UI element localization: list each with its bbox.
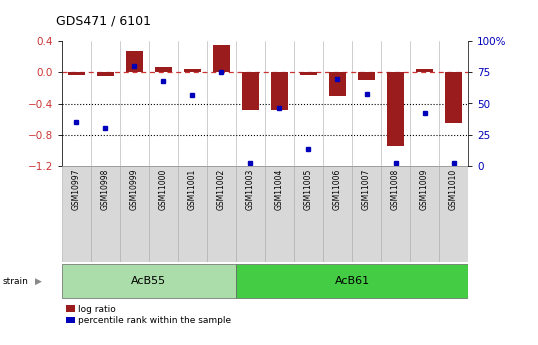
Text: GSM11006: GSM11006 xyxy=(333,168,342,210)
Bar xyxy=(155,67,172,72)
Bar xyxy=(445,72,462,123)
Text: GSM11003: GSM11003 xyxy=(246,168,255,210)
Bar xyxy=(358,72,375,80)
Bar xyxy=(236,166,265,262)
Bar xyxy=(207,166,236,262)
Bar xyxy=(120,166,149,262)
Bar xyxy=(381,166,410,262)
Bar xyxy=(294,166,323,262)
Bar xyxy=(323,166,352,262)
Bar xyxy=(62,264,236,298)
Bar xyxy=(242,72,259,110)
Text: GSM10997: GSM10997 xyxy=(72,168,81,210)
Bar xyxy=(265,166,294,262)
Bar xyxy=(213,45,230,72)
Bar xyxy=(387,72,404,146)
Text: GSM10998: GSM10998 xyxy=(101,168,110,210)
Text: ▶: ▶ xyxy=(35,277,42,286)
Text: strain: strain xyxy=(3,277,29,286)
Bar xyxy=(149,166,178,262)
Text: GSM11008: GSM11008 xyxy=(391,168,400,210)
Bar xyxy=(236,264,468,298)
Bar xyxy=(68,72,85,75)
Bar xyxy=(329,72,346,96)
Bar xyxy=(62,166,91,262)
Bar xyxy=(271,72,288,110)
Bar xyxy=(183,69,201,72)
Text: GSM11010: GSM11010 xyxy=(449,168,458,210)
Text: GSM11005: GSM11005 xyxy=(304,168,313,210)
Text: GSM11001: GSM11001 xyxy=(188,168,197,210)
Bar xyxy=(439,166,468,262)
Bar xyxy=(178,166,207,262)
Text: GSM10999: GSM10999 xyxy=(130,168,139,210)
Text: GSM11000: GSM11000 xyxy=(159,168,168,210)
Text: AcB55: AcB55 xyxy=(131,276,166,286)
Bar xyxy=(416,69,433,72)
Text: GSM11004: GSM11004 xyxy=(275,168,284,210)
Legend: log ratio, percentile rank within the sample: log ratio, percentile rank within the sa… xyxy=(66,305,231,325)
Bar xyxy=(410,166,439,262)
Text: GDS471 / 6101: GDS471 / 6101 xyxy=(56,14,152,28)
Bar xyxy=(300,72,317,75)
Bar xyxy=(126,51,143,72)
Text: GSM11002: GSM11002 xyxy=(217,168,226,210)
Text: GSM11007: GSM11007 xyxy=(362,168,371,210)
Bar xyxy=(352,166,381,262)
Text: AcB61: AcB61 xyxy=(335,276,370,286)
Bar xyxy=(97,72,114,76)
Bar xyxy=(91,166,120,262)
Text: GSM11009: GSM11009 xyxy=(420,168,429,210)
